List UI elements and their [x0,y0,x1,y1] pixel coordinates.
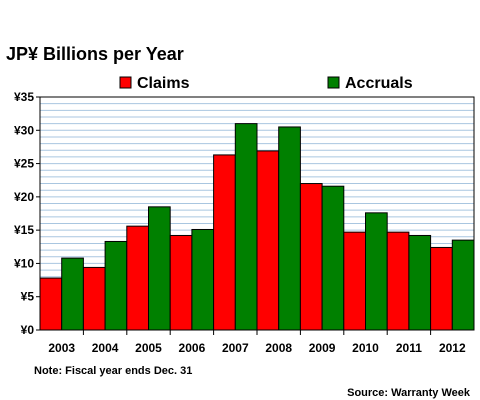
bar-claims-2009 [299,183,323,331]
bar-claims-2004 [82,266,106,331]
bar-claims-2011 [386,231,410,331]
bar-accruals-2010 [365,212,388,331]
x-tick-label: 2004 [92,341,119,355]
x-tick-label: 2012 [439,341,466,355]
x-tick-label: 2009 [309,341,336,355]
chart-title: JP¥ Billions per Year [6,44,184,64]
y-tick-label: ¥30 [14,123,34,137]
x-tick-label: 2006 [179,341,206,355]
legend: Claims Accruals [119,75,413,92]
x-tick-label: 2003 [48,341,75,355]
y-tick-label: ¥25 [14,157,34,171]
x-tick-label: 2011 [396,341,422,355]
y-tick-label: ¥15 [14,223,34,237]
bar-claims-2010 [343,231,366,331]
bar-accruals-2012 [451,239,475,331]
bar-accruals-2006 [191,228,215,331]
y-tick-label: ¥0 [21,323,35,337]
footnote: Note: Fiscal year ends Dec. 31 [34,365,192,377]
bar-accruals-2003 [61,257,84,331]
y-tick-label: ¥5 [21,290,35,304]
bar-claims-2012 [430,246,453,331]
x-axis-ticks: 2003 2004 2005 2006 2007 2008 2009 2010 2011 2012 [48,330,466,355]
y-axis-ticks: ¥0 ¥5 ¥10 ¥15 ¥20 ¥25 ¥30 ¥35 [14,90,40,337]
bars [39,123,475,331]
bar-accruals-2007 [234,123,258,331]
legend-label-claims: Claims [137,75,190,92]
x-tick-label: 2008 [265,341,292,355]
bar-claims-2005 [126,225,150,331]
x-tick-label: 2007 [222,341,249,355]
y-tick-label: ¥35 [14,90,34,104]
legend-swatch-accruals [327,76,340,89]
bar-accruals-2009 [321,185,345,331]
bar-claims-2003 [39,277,63,331]
y-tick-label: ¥10 [14,256,34,270]
bar-accruals-2008 [278,126,301,331]
x-tick-label: 2010 [352,341,379,355]
legend-label-accruals: Accruals [345,75,413,92]
x-tick-label: 2005 [135,341,162,355]
bar-claims-2006 [169,234,193,331]
legend-swatch-claims [119,76,132,89]
bar-claims-2007 [213,154,236,331]
source-credit: Source: Warranty Week [347,387,471,399]
bar-accruals-2004 [104,240,128,331]
bar-accruals-2005 [148,206,171,331]
y-tick-label: ¥20 [14,190,34,204]
bar-claims-2008 [256,150,280,331]
bar-accruals-2011 [408,234,432,331]
